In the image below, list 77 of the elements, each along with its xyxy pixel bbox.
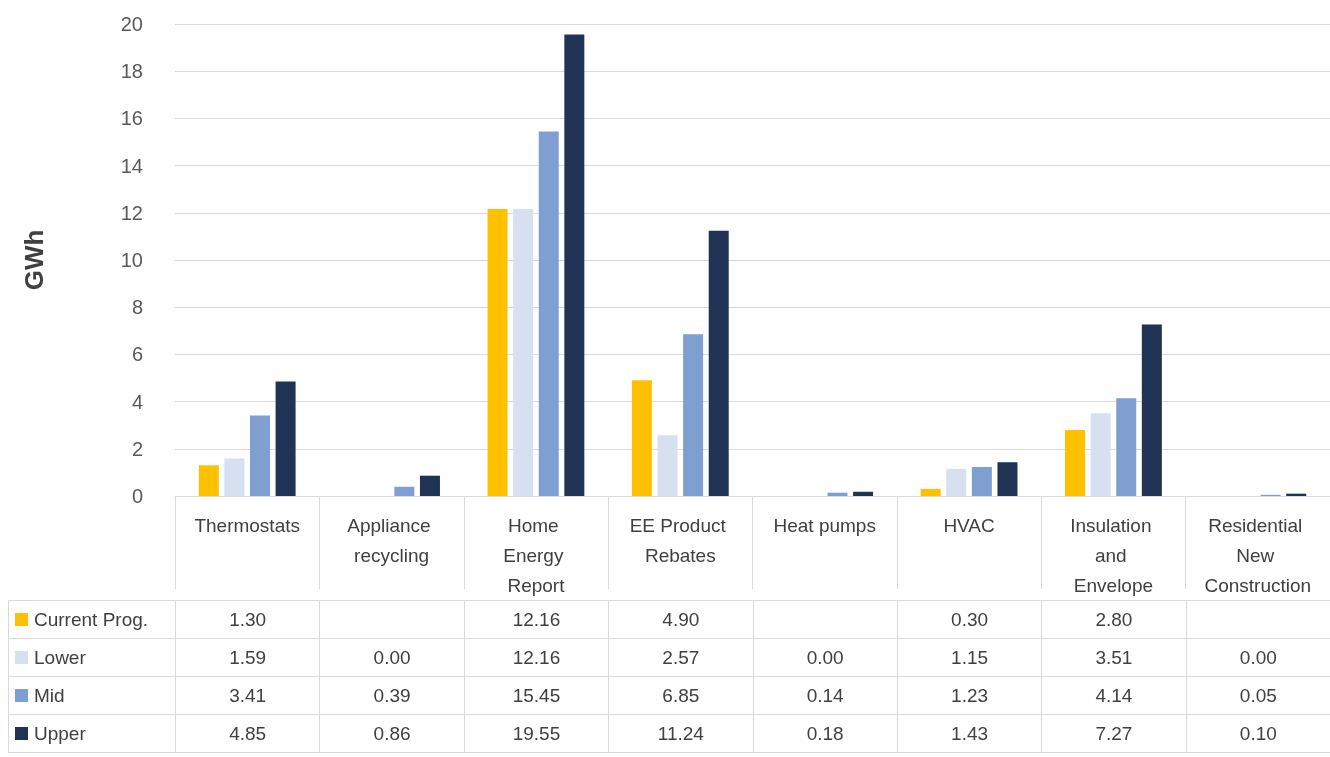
bar: [657, 435, 678, 496]
data-label: 4.14: [1041, 676, 1187, 715]
bar: [1116, 398, 1137, 496]
data-label: 1.15: [896, 638, 1043, 677]
data-label: 0.30: [896, 600, 1043, 639]
bar: [487, 209, 508, 496]
bar: [538, 131, 559, 496]
data-label: 1.43: [896, 714, 1043, 753]
data-label: 4.85: [175, 714, 321, 753]
data-label: 12.16: [463, 600, 610, 639]
data-label: 0.86: [319, 714, 465, 753]
bar: [1065, 429, 1086, 496]
legend-label: Mid: [8, 676, 176, 715]
data-label: 2.80: [1041, 600, 1187, 639]
bar: [564, 34, 585, 496]
bar: [198, 465, 219, 496]
data-label: 3.41: [175, 676, 321, 715]
y-tick-label: 16: [120, 107, 143, 130]
data-label: 1.59: [175, 638, 321, 677]
x-tick-label: EE Product Rebates: [629, 514, 732, 566]
legend-label: Lower: [8, 638, 176, 677]
x-tick-label: Appliance recycling: [347, 514, 436, 566]
data-label: 19.55: [463, 714, 610, 753]
bar: [827, 492, 848, 496]
data-label: 7.27: [1041, 714, 1187, 753]
data-label: 0.00: [319, 638, 465, 677]
bar: [853, 491, 874, 496]
data-label: 0.39: [319, 676, 465, 715]
bar: [249, 415, 270, 496]
bar: [394, 486, 415, 496]
x-tick-label: Home Energy Report: [503, 514, 569, 596]
bar: [971, 466, 992, 496]
bar: [275, 381, 296, 496]
y-tick-label: 10: [120, 249, 143, 271]
data-label: 4.90: [608, 600, 754, 639]
bar: [683, 334, 704, 496]
bar: [631, 380, 652, 496]
data-label: 11.24: [608, 714, 754, 753]
data-label: 15.45: [463, 676, 610, 715]
x-tick-label: Residential New Construction: [1204, 514, 1312, 596]
y-tick-label: 18: [120, 60, 143, 83]
y-tick-label: 20: [120, 13, 143, 35]
legend-label: Upper: [8, 714, 176, 753]
data-label: 0.05: [1185, 676, 1330, 715]
data-label: 6.85: [608, 676, 754, 715]
bar: [946, 468, 967, 496]
data-label: 2.57: [608, 638, 754, 677]
x-tick-label: Heat pumps: [773, 514, 876, 536]
data-label: 0.10: [1185, 714, 1330, 753]
data-label: 3.51: [1041, 638, 1187, 677]
data-label: 1.23: [896, 676, 1043, 715]
y-tick-label: 4: [131, 390, 143, 413]
data-label: 0.00: [1185, 638, 1330, 677]
y-tick-label: 2: [131, 437, 143, 460]
data-label: 0.18: [752, 714, 898, 753]
x-tick-label: Thermostats: [194, 514, 300, 536]
data-label: 0.14: [752, 676, 898, 715]
x-tick-label: Insulation and Envelope: [1070, 514, 1157, 596]
bar: [1141, 324, 1162, 496]
bar: [708, 230, 729, 496]
y-axis-title: GWh: [19, 229, 49, 291]
bar: [920, 488, 941, 496]
data-label: 1.30: [175, 600, 321, 639]
x-tick-label: HVAC: [943, 514, 995, 536]
bar: [997, 462, 1018, 496]
y-tick-label: 12: [120, 201, 143, 224]
y-tick-label: 14: [120, 154, 143, 177]
data-label: 12.16: [463, 638, 610, 677]
legend-label: Current Prog.: [8, 600, 176, 639]
bar: [1090, 413, 1111, 496]
y-tick-label: 0: [131, 485, 143, 507]
y-tick-label: 6: [131, 343, 143, 366]
bar: [513, 209, 534, 496]
bar: [419, 475, 440, 496]
y-tick-label: 8: [131, 296, 143, 319]
bar: [224, 458, 245, 496]
data-label: 0.00: [752, 638, 898, 677]
